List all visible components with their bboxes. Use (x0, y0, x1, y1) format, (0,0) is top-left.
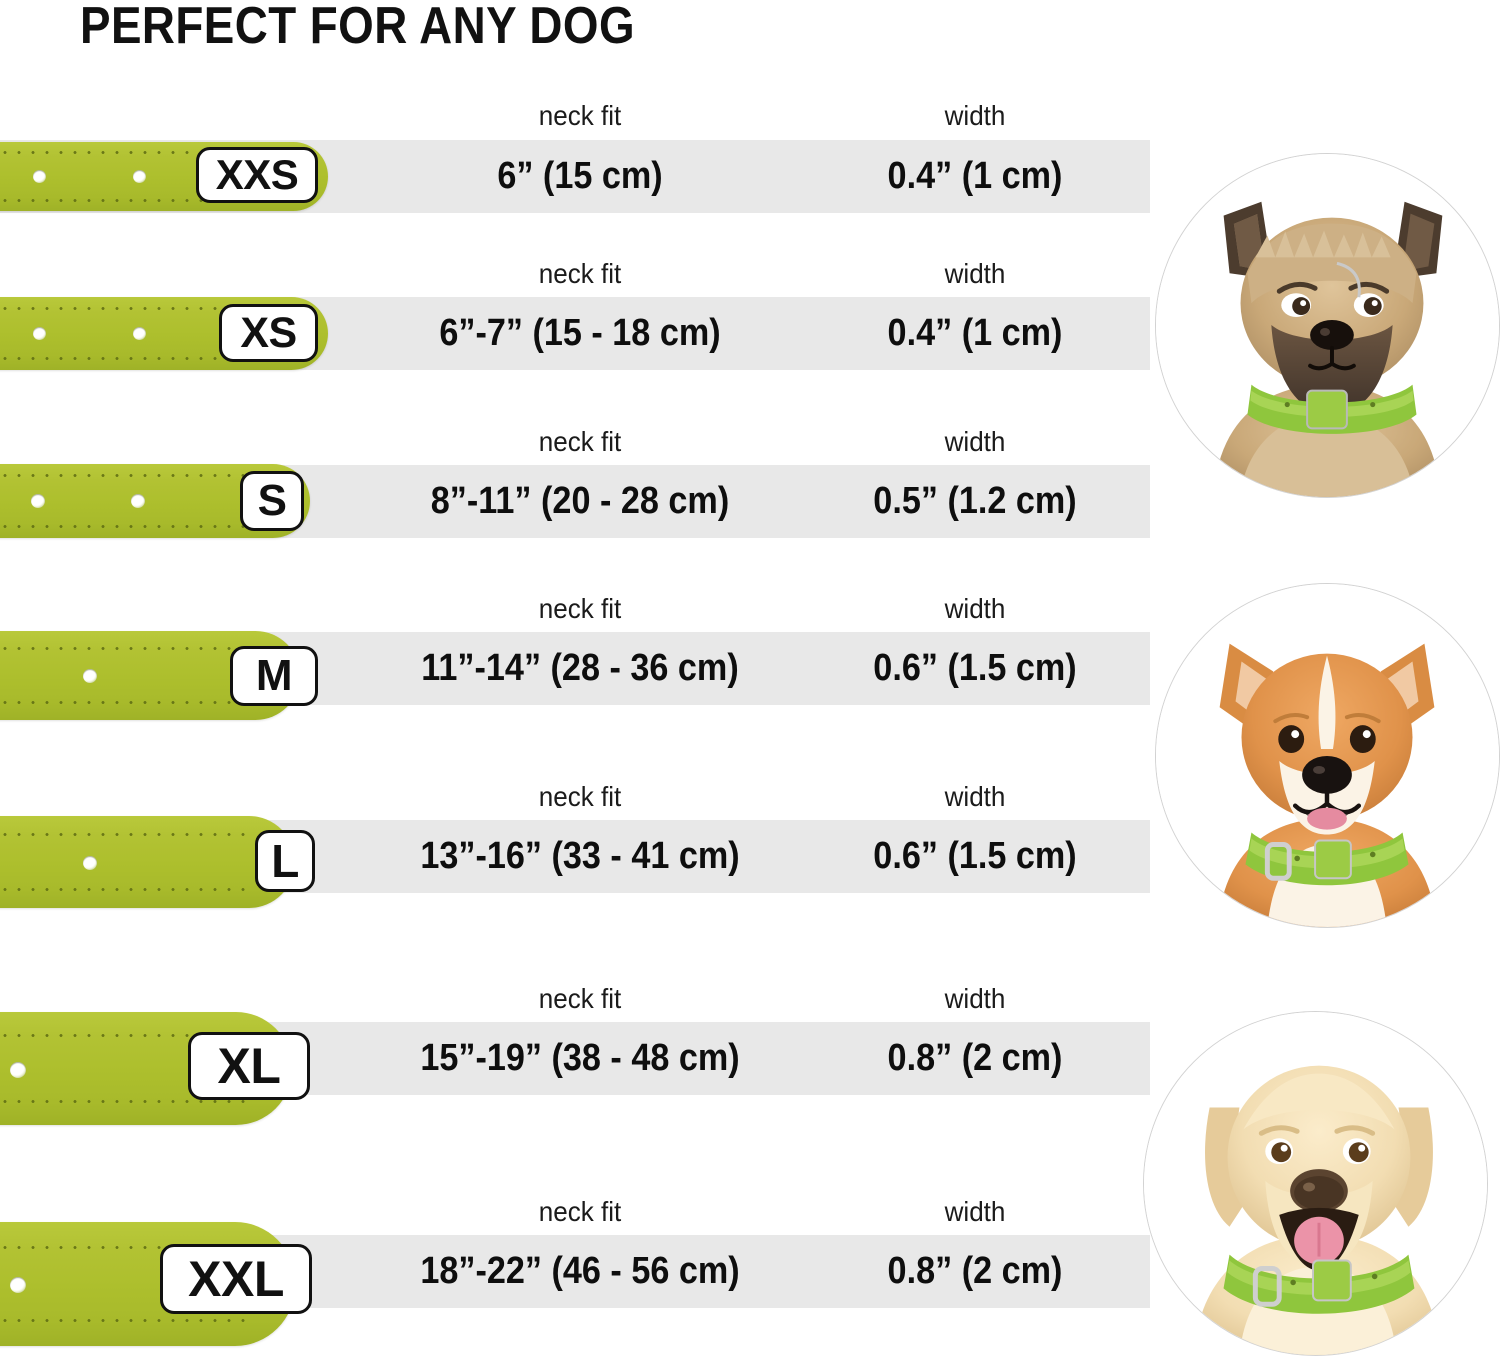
column-header-neck-fit: neck fit (538, 100, 622, 131)
size-badge-s: S (240, 471, 304, 531)
collar-stitching-bottom (0, 701, 256, 704)
width-value: 0.5” (1.2 cm) (873, 480, 1077, 522)
neck-fit-value: 15”-19” (38 - 48 cm) (420, 1037, 740, 1079)
column-header-width: width (944, 593, 1006, 624)
collar-hole (31, 494, 45, 508)
column-header-neck-fit: neck fit (538, 593, 622, 624)
dog-photo-labrador (1143, 1011, 1488, 1356)
collar-stitching-top (0, 151, 284, 154)
column-header-width: width (944, 426, 1006, 457)
neck-fit-value: 11”-14” (28 - 36 cm) (421, 647, 739, 689)
collar-hole (83, 669, 97, 683)
collar-strap (0, 816, 295, 908)
size-badge-xs: XS (219, 304, 318, 362)
column-header-width: width (944, 781, 1006, 812)
neck-fit-value: 18”-22” (46 - 56 cm) (420, 1250, 740, 1292)
size-badge-label: M (255, 651, 293, 700)
column-header-width: width (944, 258, 1006, 289)
neck-fit-value: 6” (15 cm) (497, 155, 663, 197)
collar-stitching-bottom (0, 525, 266, 528)
collar-stitching-top (0, 307, 284, 310)
collar-stitching-top (0, 833, 250, 836)
width-value: 0.4” (1 cm) (887, 155, 1063, 197)
collar-stitching-top (0, 1246, 248, 1249)
collar-stitching-bottom (0, 888, 250, 891)
column-header-neck-fit: neck fit (538, 781, 622, 812)
size-badge-label: XXL (188, 1251, 284, 1307)
width-value: 0.6” (1.5 cm) (873, 647, 1077, 689)
neck-fit-value: 8”-11” (20 - 28 cm) (430, 480, 730, 522)
size-badge-xxs: XXS (196, 147, 318, 203)
column-header-neck-fit: neck fit (538, 1196, 622, 1227)
column-header-neck-fit: neck fit (538, 426, 622, 457)
size-badge-label: XS (240, 308, 297, 357)
column-header-neck-fit: neck fit (538, 258, 622, 289)
width-value: 0.8” (2 cm) (887, 1250, 1063, 1292)
collar-stitching-top (0, 647, 256, 650)
size-badge-l: L (255, 830, 315, 892)
size-badge-label: XXS (215, 151, 299, 198)
neck-fit-value: 6”-7” (15 - 18 cm) (439, 312, 721, 354)
column-header-width: width (944, 983, 1006, 1014)
size-badge-xl: XL (188, 1032, 310, 1100)
neck-fit-value: 13”-16” (33 - 41 cm) (420, 835, 740, 877)
column-header-width: width (944, 100, 1006, 131)
width-value: 0.4” (1 cm) (887, 312, 1063, 354)
terrier-illustration (1156, 154, 1499, 497)
collar-hole (10, 1277, 26, 1293)
size-badge-xxl: XXL (160, 1244, 312, 1314)
page-title: PERFECT FOR ANY DOG (80, 0, 635, 55)
size-badge-label: S (257, 476, 287, 525)
collar-stitching-bottom (0, 357, 284, 360)
column-header-width: width (944, 1196, 1006, 1227)
dog-photo-corgi (1155, 583, 1500, 928)
collar-hole (133, 327, 146, 340)
corgi-illustration (1156, 584, 1499, 927)
collar-hole (10, 1062, 26, 1078)
width-value: 0.8” (2 cm) (887, 1037, 1063, 1079)
collar-stitching-bottom (0, 199, 284, 202)
size-badge-label: XL (217, 1038, 281, 1094)
collar-hole (131, 494, 145, 508)
collar-stitching-bottom (0, 1319, 248, 1322)
collar-hole (83, 856, 97, 870)
dog-photo-terrier (1155, 153, 1500, 498)
column-header-neck-fit: neck fit (538, 983, 622, 1014)
size-badge-label: L (271, 835, 299, 887)
collar-hole (33, 327, 46, 340)
width-value: 0.6” (1.5 cm) (873, 835, 1077, 877)
collar-hole (133, 170, 146, 183)
collar-stitching-bottom (0, 1100, 246, 1103)
collar-stitching-top (0, 474, 266, 477)
labrador-illustration (1144, 1012, 1487, 1355)
size-badge-m: M (230, 646, 318, 706)
collar-hole (33, 170, 46, 183)
collar-stitching-top (0, 1034, 246, 1037)
